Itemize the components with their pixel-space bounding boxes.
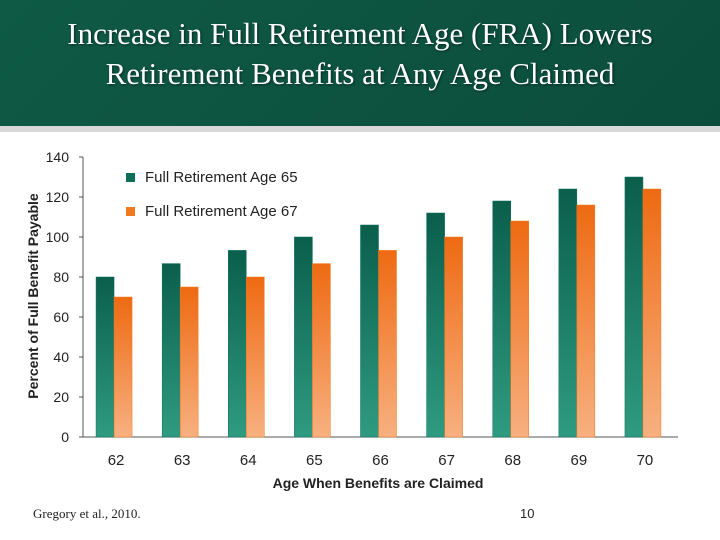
page-number: 10	[520, 506, 535, 521]
title-line-2: Retirement Benefits at Any Age Claimed	[105, 56, 615, 91]
bar-fra65	[95, 276, 115, 438]
bar-fra65	[161, 263, 181, 438]
x-tick-label: 63	[174, 452, 191, 469]
bar-fra65	[624, 176, 644, 438]
legend-swatch-fra67	[126, 207, 135, 216]
legend-swatch-fra65	[126, 173, 135, 182]
legend-label-fra67: Full Retirement Age 67	[145, 203, 298, 220]
x-tick-label: 70	[637, 452, 654, 469]
bar-chart: 0 20 40 60 80 100 120 140 62 63 64 65 66 67 68 69 70 Ful…	[25, 149, 678, 491]
title-bar: Increase in Full Retirement Age (FRA) Lo…	[0, 0, 720, 132]
bar-fra67	[510, 220, 529, 438]
bar-fra65	[426, 212, 445, 438]
y-tick-label: 20	[53, 389, 69, 405]
bar-fra67	[246, 276, 265, 438]
bar-fra67	[312, 263, 331, 438]
title-line-1: Increase in Full Retirement Age (FRA) Lo…	[67, 16, 653, 51]
bar-fra67	[642, 188, 662, 438]
y-tick-label: 140	[46, 149, 70, 165]
y-tick-label: 60	[53, 309, 69, 325]
y-tick-label: 40	[53, 349, 69, 365]
x-tick-label: 62	[108, 452, 125, 469]
bar-fra67	[444, 236, 463, 438]
x-tick-label: 65	[306, 452, 323, 469]
bar-fra67	[113, 296, 133, 438]
bar-fra65	[294, 236, 313, 438]
bar-fra65	[492, 200, 511, 438]
bar-fra65	[558, 188, 578, 438]
y-tick-label: 0	[61, 429, 69, 445]
x-tick-label: 64	[240, 452, 257, 469]
bar-fra67	[576, 204, 596, 438]
y-tick-label: 100	[46, 229, 70, 245]
bar-fra67	[179, 286, 199, 438]
y-tick-label: 80	[53, 269, 69, 285]
source-citation: Gregory et al., 2010.	[33, 506, 141, 521]
legend-label-fra65: Full Retirement Age 65	[145, 169, 298, 186]
x-tick-label: 68	[504, 452, 521, 469]
bar-fra67	[378, 250, 397, 438]
x-tick-label: 66	[372, 452, 389, 469]
y-axis-title: Percent of Full Benefit Payable	[25, 193, 41, 399]
bar-fra65	[228, 250, 247, 438]
y-tick-label: 120	[46, 189, 70, 205]
slide-title: Increase in Full Retirement Age (FRA) Lo…	[20, 14, 700, 94]
x-tick-label: 69	[570, 452, 587, 469]
x-axis-title: Age When Benefits are Claimed	[273, 475, 484, 491]
x-tick-label: 67	[438, 452, 455, 469]
bar-fra65	[360, 224, 379, 438]
